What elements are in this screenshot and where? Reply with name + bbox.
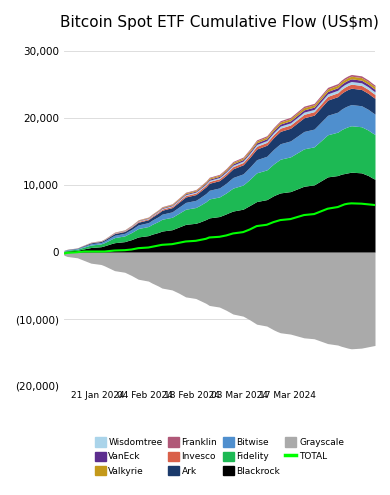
Legend: Wisdomtree, VanEck, Valkyrie, Franklin, Invesco, Ark, Bitwise, Fidelity, Blackro: Wisdomtree, VanEck, Valkyrie, Franklin, … xyxy=(95,438,344,476)
Title: Bitcoin Spot ETF Cumulative Flow (US$m): Bitcoin Spot ETF Cumulative Flow (US$m) xyxy=(60,15,379,30)
